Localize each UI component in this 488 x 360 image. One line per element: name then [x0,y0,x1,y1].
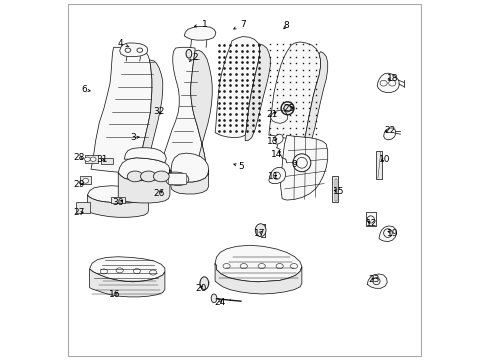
Bar [376,150,382,179]
Text: 17: 17 [253,229,265,238]
Bar [334,179,336,201]
Ellipse shape [140,171,156,182]
Polygon shape [280,135,327,200]
Text: 30: 30 [112,198,124,207]
Text: 19: 19 [386,229,397,238]
Text: 11: 11 [267,172,279,181]
Text: 28: 28 [74,153,85,162]
Text: 32: 32 [153,107,164,116]
Text: 15: 15 [332,187,344,196]
Bar [76,202,89,213]
Ellipse shape [153,171,169,182]
Text: 3: 3 [130,133,139,142]
Text: 21: 21 [266,110,278,119]
Bar [332,176,337,202]
Polygon shape [378,226,396,242]
Text: 27: 27 [74,208,85,217]
Bar [84,155,98,163]
Ellipse shape [90,157,96,161]
Polygon shape [118,158,169,181]
Ellipse shape [200,277,208,290]
Polygon shape [304,51,327,140]
Text: 13: 13 [267,137,278,146]
Polygon shape [366,274,386,288]
Bar [365,212,375,226]
Ellipse shape [255,224,265,237]
Text: 23: 23 [368,275,379,284]
Text: 29: 29 [74,180,85,189]
Polygon shape [87,195,148,217]
Polygon shape [89,269,164,297]
Text: 4: 4 [118,39,129,48]
Polygon shape [270,110,287,123]
Bar [101,158,112,163]
Polygon shape [124,148,166,163]
Text: 25: 25 [283,104,294,113]
Text: 10: 10 [378,155,389,164]
Polygon shape [215,263,301,294]
Ellipse shape [284,105,290,112]
Text: 1: 1 [194,19,207,28]
Polygon shape [268,167,285,184]
Polygon shape [215,245,301,282]
Text: 6: 6 [81,85,90,94]
Ellipse shape [211,294,217,303]
Ellipse shape [127,171,142,182]
Polygon shape [89,257,164,282]
Polygon shape [91,47,152,172]
Ellipse shape [82,178,88,183]
Polygon shape [120,43,147,57]
Text: 22: 22 [384,126,395,135]
Ellipse shape [84,157,90,161]
Polygon shape [190,50,212,169]
Text: 18: 18 [386,75,397,84]
Polygon shape [165,172,188,185]
Text: 2: 2 [189,53,198,62]
Text: 9: 9 [290,161,296,170]
Text: 26: 26 [153,189,164,198]
Polygon shape [87,186,148,203]
Polygon shape [139,60,163,171]
Polygon shape [118,169,169,203]
Text: 5: 5 [233,162,244,171]
Text: 7: 7 [233,19,245,29]
Text: 12: 12 [366,219,377,228]
Text: 14: 14 [270,150,282,159]
Polygon shape [376,73,399,93]
Polygon shape [272,134,283,144]
Text: 24: 24 [214,298,225,307]
Polygon shape [184,27,215,40]
Text: 31: 31 [96,155,107,164]
Polygon shape [244,44,270,140]
Polygon shape [171,153,208,182]
Polygon shape [215,37,259,138]
Polygon shape [383,128,395,140]
Polygon shape [161,47,206,172]
Polygon shape [268,42,320,139]
Ellipse shape [292,154,310,172]
Polygon shape [171,170,208,194]
Bar [111,197,125,203]
Text: 8: 8 [283,21,289,30]
Text: 20: 20 [195,284,206,293]
Text: 16: 16 [109,289,120,298]
Bar [80,176,91,184]
Ellipse shape [185,49,191,58]
Bar [168,173,185,184]
